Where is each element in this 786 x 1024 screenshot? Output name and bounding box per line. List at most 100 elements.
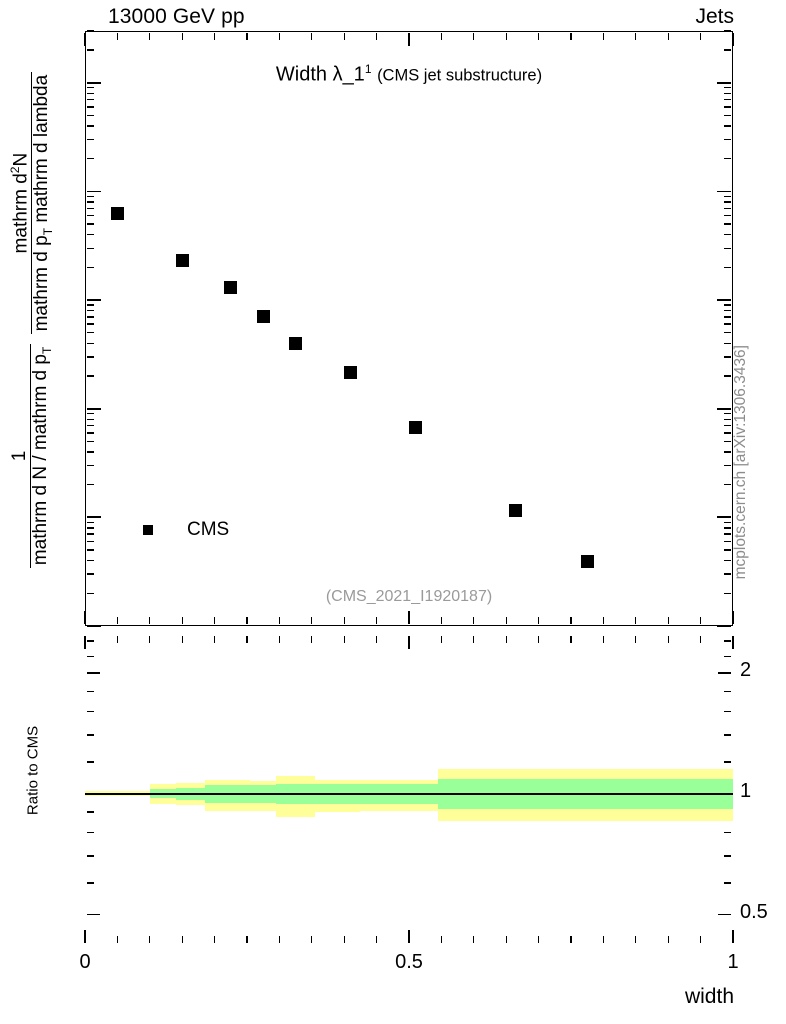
y-minor-tick — [724, 432, 732, 434]
ratio-x-tick — [213, 936, 216, 944]
plot-title-main: Width — [275, 63, 333, 86]
ratio-y-major-tick — [86, 913, 100, 916]
y-minor-tick — [86, 356, 94, 358]
x-tick — [311, 32, 313, 40]
ratio-x-tick — [84, 930, 86, 944]
y-axis-main-numerator: mathrm d2N — [8, 152, 32, 254]
ratio-x-tick — [116, 936, 119, 944]
y-minor-tick — [86, 342, 94, 345]
x-tick — [602, 617, 605, 625]
x-tick — [149, 32, 151, 40]
plot-title-parenthetical: (CMS jet substructure) — [377, 66, 543, 85]
ratio-x-tick — [149, 936, 151, 944]
ratio-x-tick — [537, 635, 540, 643]
data-point — [256, 310, 270, 324]
y-minor-tick — [724, 356, 732, 358]
ratio-y-major-tick — [86, 672, 100, 674]
y-minor-tick — [86, 521, 94, 524]
ratio-x-tick — [699, 936, 702, 944]
y-major-tick — [717, 625, 732, 627]
x-tick — [213, 617, 216, 625]
ratio-y-major-tick — [718, 672, 732, 674]
ratio-y-minor-tick — [86, 882, 94, 884]
x-tick — [635, 32, 637, 40]
x-tick — [699, 32, 702, 40]
legend-marker-cms — [143, 525, 153, 535]
ratio-y-minor-tick — [86, 831, 94, 834]
x-tick — [278, 32, 281, 40]
data-point — [344, 366, 358, 380]
ratio-x-tick — [84, 635, 86, 649]
ratio-y-minor-tick — [724, 761, 732, 763]
x-tick — [84, 611, 86, 625]
y-minor-tick — [86, 114, 94, 117]
x-tick-label: 1 — [727, 951, 739, 973]
x-tick — [635, 617, 637, 625]
x-tick — [375, 617, 378, 625]
y-axis-label: 1 mathrm d N / mathrm d pT mathrm d2N ma… — [8, 10, 55, 630]
ratio-x-tick — [570, 635, 572, 643]
y-minor-tick — [86, 201, 94, 203]
ratio-x-tick — [732, 930, 734, 944]
y-minor-tick — [86, 138, 94, 141]
y-major-tick — [717, 516, 732, 519]
beam-energy-label: 13000 GeV pp — [108, 5, 245, 28]
y-minor-tick — [724, 49, 732, 51]
y-major-tick — [717, 407, 732, 410]
x-tick — [440, 617, 443, 625]
ratio-reference-line — [85, 792, 733, 795]
ratio-x-tick — [375, 936, 378, 944]
y-minor-tick — [86, 533, 94, 535]
y-minor-tick — [86, 424, 94, 427]
y-minor-tick — [724, 223, 732, 225]
x-tick — [505, 617, 507, 625]
x-tick — [375, 32, 378, 40]
y-minor-tick — [724, 483, 732, 486]
y-minor-tick — [86, 106, 94, 108]
ratio-y-minor-tick — [724, 882, 732, 884]
y-minor-tick — [724, 98, 732, 101]
ratio-x-tick — [473, 936, 475, 944]
y-minor-tick — [86, 316, 94, 318]
ratio-x-tick — [213, 635, 216, 643]
x-axis-label: width — [684, 985, 734, 1008]
ratio-x-tick — [246, 936, 248, 944]
ratio-y-minor-tick — [724, 655, 732, 657]
y-major-tick — [86, 625, 101, 627]
plot-title: Width λ_11 (CMS jet substructure) — [85, 62, 733, 87]
y-minor-tick — [724, 138, 732, 141]
y-minor-tick — [724, 573, 732, 575]
y-minor-tick — [724, 323, 732, 325]
x-tick — [181, 32, 183, 40]
x-tick — [440, 32, 443, 40]
y-minor-tick — [724, 158, 732, 160]
main-plot-frame — [85, 31, 733, 626]
y-minor-tick — [86, 125, 94, 127]
y-major-tick — [86, 190, 101, 193]
x-tick — [732, 32, 734, 46]
y-axis-prefix-fraction: 1 mathrm d N / mathrm d pT — [9, 343, 54, 569]
x-tick — [213, 32, 216, 40]
data-point — [408, 421, 422, 435]
ratio-x-tick — [311, 635, 313, 643]
ratio-y-axis-label: Ratio to CMS — [24, 725, 42, 816]
y-minor-tick — [86, 375, 94, 377]
x-tick — [311, 617, 313, 625]
y-minor-tick — [86, 49, 94, 51]
x-tick — [278, 617, 281, 625]
legend[interactable]: CMS — [143, 519, 229, 541]
y-major-tick — [86, 81, 101, 84]
y-minor-tick — [724, 114, 732, 117]
legend-label-cms: CMS — [187, 519, 230, 540]
y-minor-tick — [724, 559, 732, 562]
ratio-x-tick — [440, 635, 443, 643]
x-tick-label: 0 — [79, 951, 91, 973]
ratio-y-minor-tick — [724, 855, 732, 857]
y-minor-tick — [86, 223, 94, 225]
y-minor-tick — [86, 266, 94, 269]
y-minor-tick — [724, 316, 732, 318]
y-axis-prefix-denominator: mathrm d N / mathrm d pT — [30, 343, 54, 569]
data-point — [175, 254, 189, 268]
y-minor-tick — [86, 214, 94, 217]
ratio-x-tick — [375, 635, 378, 643]
